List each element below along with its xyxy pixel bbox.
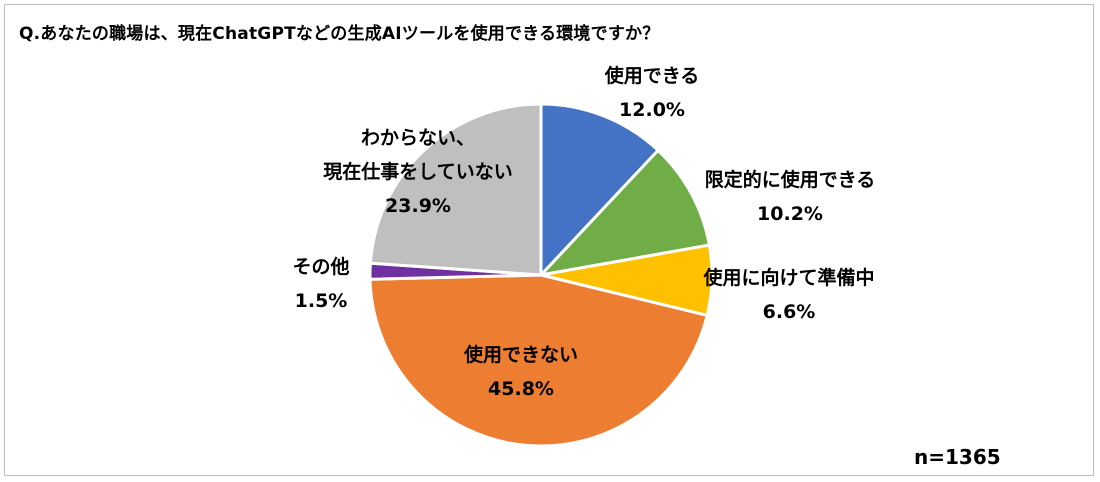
chart-title: Q.あなたの職場は、現在ChatGPTなどの生成AIツールを使用できる環境ですか… — [19, 24, 660, 44]
slice-label-6-line-2: 現在仕事をしていない — [323, 160, 512, 183]
slice-value-6: 23.9% — [385, 195, 451, 217]
slice-value-2: 10.2% — [757, 203, 823, 225]
slice-label-2: 限定的に使用できる — [705, 168, 876, 191]
sample-size-label: n=1365 — [914, 445, 1001, 469]
slice-label-5: その他 — [292, 255, 349, 278]
slice-value-4: 45.8% — [488, 378, 554, 400]
pie-slice-6 — [368, 102, 543, 277]
slice-value-1: 12.0% — [619, 99, 685, 121]
pie-slice-1 — [539, 102, 660, 277]
slice-label-6-line-1: わからない、 — [361, 127, 475, 149]
slice-label-4: 使用できない — [463, 344, 578, 366]
slice-value-3: 6.6% — [763, 301, 816, 323]
pie-slice-2 — [539, 148, 711, 277]
pie-slice-4 — [368, 273, 709, 448]
slice-value-5: 1.5% — [295, 290, 348, 312]
slice-label-3: 使用に向けて準備中 — [702, 266, 874, 289]
slice-label-1: 使用できる — [604, 65, 700, 87]
